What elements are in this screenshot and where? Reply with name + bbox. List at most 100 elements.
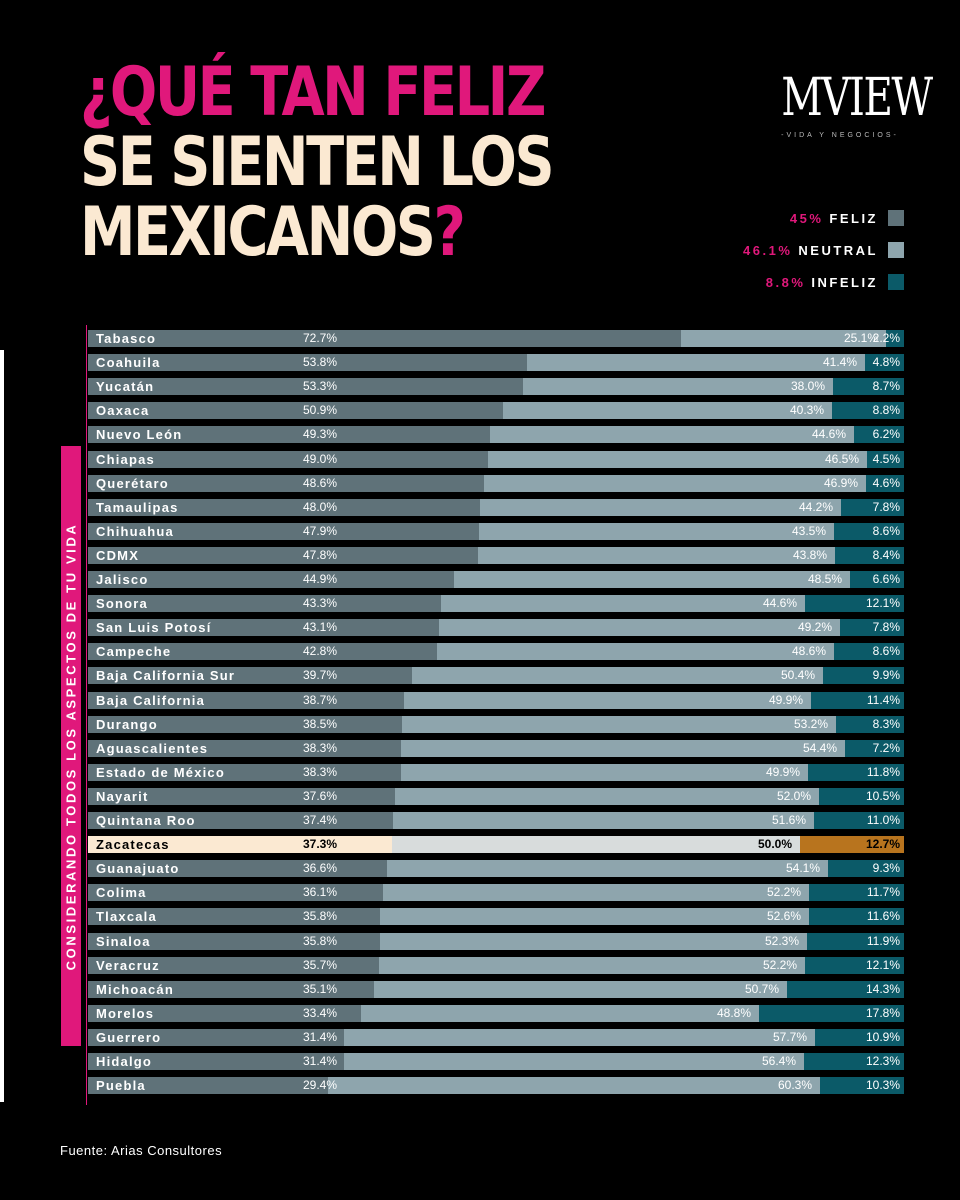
state-label: Guerrero — [96, 1030, 162, 1045]
state-label: Yucatán — [96, 379, 155, 394]
bar-infeliz — [834, 523, 904, 540]
state-label: Chihuahua — [96, 524, 174, 539]
value-label-feliz: 47.8% — [303, 548, 338, 562]
bar-infeliz — [807, 933, 904, 950]
value-label-neutral: 49.9% — [768, 693, 803, 707]
state-label: Hidalgo — [96, 1054, 153, 1069]
value-label-feliz: 37.6% — [303, 789, 338, 803]
value-label-feliz: 44.9% — [303, 572, 338, 586]
bar-row: Sonora 43.3% 44.6% 12.1% — [88, 595, 904, 612]
bar-feliz — [88, 981, 374, 998]
value-label-neutral: 52.0% — [776, 789, 811, 803]
bar-neutral — [404, 692, 811, 709]
bar-infeliz — [845, 740, 904, 757]
bar-neutral — [380, 933, 807, 950]
bar-row: Sinaloa 35.8% 52.3% 11.9% — [88, 933, 904, 950]
page-title: ¿QUÉ TAN FELIZ SE SIENTEN LOS MEXICANOS? — [80, 58, 656, 268]
chart-axis-line — [86, 325, 87, 1105]
value-label-neutral: 53.2% — [793, 717, 828, 731]
title-line-1: ¿QUÉ TAN FELIZ — [80, 53, 546, 132]
value-label-feliz: 48.6% — [303, 476, 338, 490]
bar-neutral — [488, 451, 867, 468]
bar-infeliz — [787, 981, 904, 998]
value-label-neutral: 44.6% — [762, 596, 797, 610]
value-label-feliz: 36.6% — [303, 861, 338, 875]
bar-row: Campeche 42.8% 48.6% 8.6% — [88, 643, 904, 660]
value-label-infeliz: 6.6% — [872, 572, 900, 586]
value-label-feliz: 35.1% — [303, 982, 338, 996]
legend-pct: 8.8% — [765, 274, 806, 290]
bar-row: Estado de México 38.3% 49.9% 11.8% — [88, 764, 904, 781]
value-label-neutral: 54.4% — [802, 741, 837, 755]
value-label-feliz: 42.8% — [303, 644, 338, 658]
bar-row: Guanajuato 36.6% 54.1% 9.3% — [88, 860, 904, 877]
bar-row: Guerrero 31.4% 57.7% 10.9% — [88, 1029, 904, 1046]
bar-infeliz — [836, 716, 904, 733]
state-label: Querétaro — [96, 476, 169, 491]
bar-feliz — [88, 836, 392, 853]
legend-swatch-infeliz — [888, 274, 904, 290]
bar-infeliz — [805, 595, 904, 612]
value-label-infeliz: 11.7% — [866, 885, 900, 899]
bar-neutral — [387, 860, 828, 877]
bar-feliz — [88, 475, 484, 492]
bar-infeliz — [867, 451, 904, 468]
bar-infeliz — [866, 475, 904, 492]
state-label: Guanajuato — [96, 861, 180, 876]
state-label: Nuevo León — [96, 427, 183, 442]
bar-infeliz — [833, 378, 904, 395]
bar-infeliz — [815, 1029, 904, 1046]
bar-neutral — [523, 378, 833, 395]
state-label: Campeche — [96, 644, 172, 659]
bar-row: Tabasco 72.7% 25.1% 2.2% — [88, 330, 904, 347]
bar-row: Jalisco 44.9% 48.5% 6.6% — [88, 571, 904, 588]
value-label-feliz: 38.5% — [303, 717, 338, 731]
bar-infeliz — [823, 667, 904, 684]
state-label: Chiapas — [96, 452, 155, 467]
bar-feliz — [88, 547, 478, 564]
bar-infeliz — [819, 788, 904, 805]
value-label-infeliz: 12.3% — [865, 1054, 900, 1068]
bar-feliz — [88, 740, 401, 757]
bar-feliz — [88, 788, 395, 805]
legend-item-neutral: 46.1% NEUTRAL — [743, 234, 904, 266]
bar-row: Baja California 38.7% 49.9% 11.4% — [88, 692, 904, 709]
value-label-infeliz: 8.8% — [872, 403, 900, 417]
value-label-feliz: 50.9% — [303, 403, 338, 417]
value-label-infeliz: 8.4% — [872, 548, 900, 562]
bar-infeliz — [804, 1053, 904, 1070]
bar-neutral — [441, 595, 805, 612]
bar-row: San Luis Potosí 43.1% 49.2% 7.8% — [88, 619, 904, 636]
bar-neutral — [379, 957, 805, 974]
legend-swatch-feliz — [888, 210, 904, 226]
bar-feliz — [88, 884, 383, 901]
bar-row: Chiapas 49.0% 46.5% 4.5% — [88, 451, 904, 468]
bar-feliz — [88, 908, 380, 925]
bar-neutral — [681, 330, 886, 347]
legend-item-infeliz: 8.8% INFELIZ — [743, 266, 904, 298]
legend-label: FELIZ — [829, 210, 878, 226]
value-label-neutral: 57.7% — [772, 1030, 807, 1044]
bar-feliz — [88, 402, 503, 419]
bar-feliz — [88, 523, 479, 540]
value-label-neutral: 54.1% — [785, 861, 820, 875]
value-label-feliz: 35.7% — [303, 958, 338, 972]
bar-feliz — [88, 667, 412, 684]
bar-infeliz — [850, 571, 904, 588]
value-label-infeliz: 9.9% — [872, 668, 900, 682]
value-label-infeliz: 7.8% — [872, 620, 900, 634]
bar-feliz — [88, 643, 437, 660]
bar-neutral — [437, 643, 834, 660]
value-label-feliz: 38.7% — [303, 693, 338, 707]
value-label-neutral: 56.4% — [761, 1054, 796, 1068]
value-label-feliz: 53.8% — [303, 355, 338, 369]
bar-row: Zacatecas 37.3% 50.0% 12.7% — [88, 836, 904, 853]
value-label-infeliz: 12.1% — [865, 596, 900, 610]
bar-row: Baja California Sur 39.7% 50.4% 9.9% — [88, 667, 904, 684]
bar-row: Tlaxcala 35.8% 52.6% 11.6% — [88, 908, 904, 925]
bar-row: Chihuahua 47.9% 43.5% 8.6% — [88, 523, 904, 540]
bar-row: Michoacán 35.1% 50.7% 14.3% — [88, 981, 904, 998]
bar-feliz — [88, 619, 439, 636]
value-label-infeliz: 11.9% — [866, 934, 900, 948]
value-label-neutral: 48.8% — [716, 1006, 751, 1020]
